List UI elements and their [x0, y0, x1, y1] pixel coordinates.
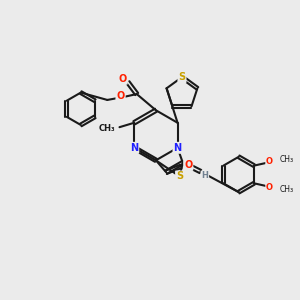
Text: O: O — [266, 183, 273, 192]
Text: CH₃: CH₃ — [280, 155, 294, 164]
Text: CH₃: CH₃ — [280, 185, 294, 194]
Text: H: H — [201, 171, 208, 180]
Text: O: O — [266, 157, 273, 166]
Text: O: O — [184, 160, 192, 170]
Text: N: N — [130, 143, 138, 153]
Text: S: S — [178, 72, 185, 82]
Text: N: N — [173, 143, 181, 153]
Text: O: O — [118, 74, 127, 84]
Text: S: S — [176, 171, 183, 182]
Text: CH₃: CH₃ — [98, 124, 115, 133]
Text: O: O — [116, 92, 125, 101]
